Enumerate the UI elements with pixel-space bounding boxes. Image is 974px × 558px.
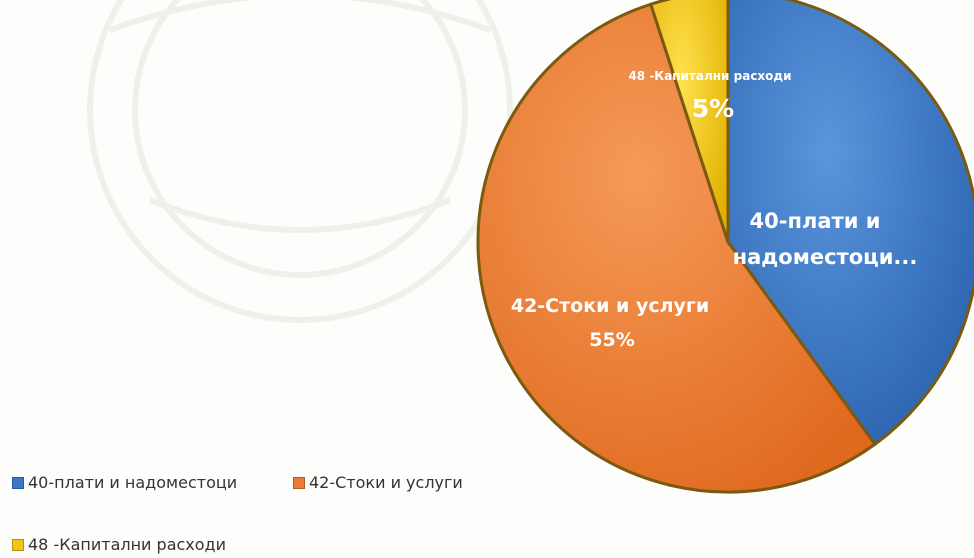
legend-item-goods: 42-Стоки и услуги <box>293 473 463 492</box>
legend-label-capital: 48 -Капитални расходи <box>28 535 227 554</box>
slice-label-salaries-line2: надоместоци... <box>733 245 918 269</box>
pie-slice-capital <box>649 0 730 244</box>
pie-slice-salaries <box>726 0 974 446</box>
legend-label-goods: 42-Стоки и услуги <box>309 473 463 492</box>
legend-item-salaries: 40-плати и надоместоци <box>12 473 237 492</box>
legend-swatch-capital <box>12 538 24 551</box>
legend-item-capital: 48 -Капитални расходи <box>12 535 226 554</box>
slice-label-goods-value: 55% <box>589 329 634 351</box>
legend-swatch-goods <box>293 476 305 489</box>
legend-label-salaries: 40-плати и надоместоци <box>28 473 238 492</box>
pie-slice-goods <box>476 2 877 494</box>
slice-label-salaries-line1: 40-плати и <box>750 209 881 233</box>
pie-slices <box>476 0 974 494</box>
slice-label-capital-value: 5% <box>692 94 734 123</box>
legend-swatch-salaries <box>12 476 24 489</box>
pie-labels: 40-плати и надоместоци... 42-Стоки и усл… <box>511 69 918 351</box>
slice-label-goods-name: 42-Стоки и услуги <box>511 295 709 317</box>
slice-label-capital-name: 48 -Капитални расходи <box>628 69 791 83</box>
